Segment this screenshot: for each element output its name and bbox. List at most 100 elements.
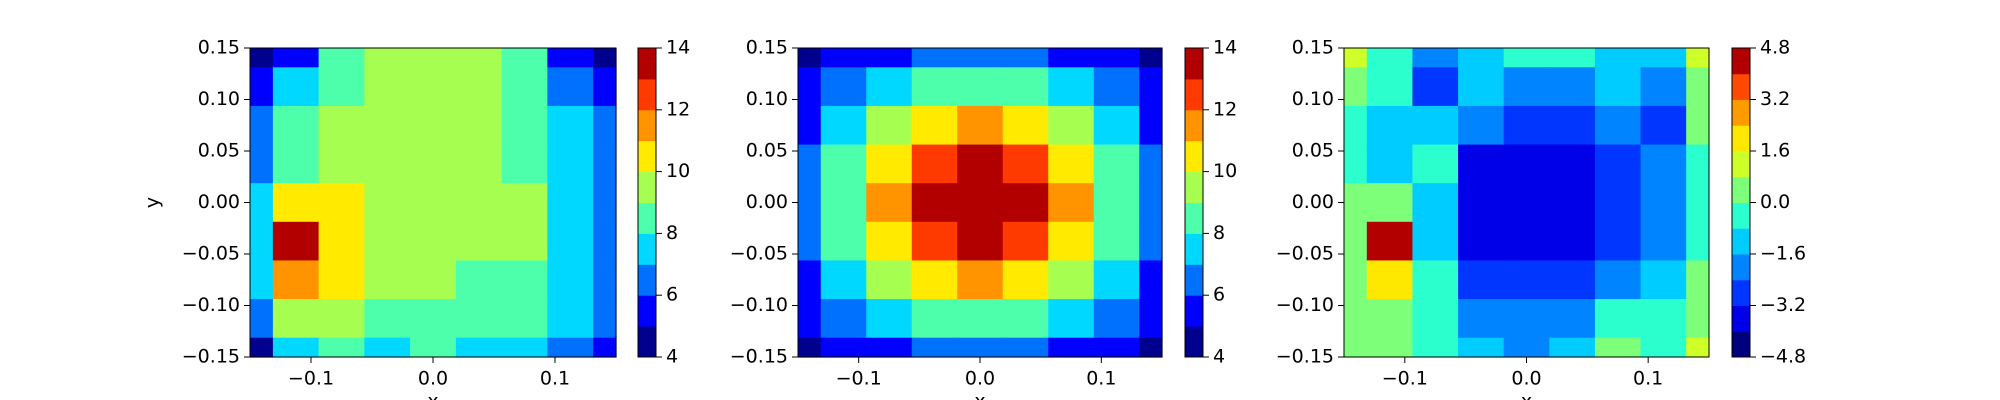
- colorbar-tick-label: 10: [1213, 160, 1237, 182]
- y-tick-label: −0.10: [182, 294, 240, 316]
- contour-cell: [1503, 67, 1550, 107]
- contour-cell: [1549, 144, 1596, 184]
- contour-cell: [866, 260, 913, 300]
- contour-cell: [250, 183, 274, 223]
- contour-cell: [1640, 48, 1687, 68]
- y-tick-label: 0.15: [1292, 37, 1334, 59]
- contour-cell: [1503, 221, 1550, 262]
- colorbar-tick-label: 8: [666, 222, 678, 244]
- colorbar-band: [1732, 151, 1750, 178]
- y-tick-label: −0.10: [730, 294, 788, 316]
- colorbar-tick-label: 12: [666, 98, 690, 120]
- contour-cell: [1549, 183, 1596, 223]
- colorbar-tick-label: −3.2: [1760, 294, 1806, 316]
- contour-cell: [1686, 183, 1710, 223]
- contour-cell: [1686, 299, 1710, 339]
- contour-cell: [1549, 299, 1596, 339]
- contour-cell: [1048, 299, 1095, 339]
- contour-cell: [866, 337, 913, 358]
- contour-cell: [272, 105, 320, 146]
- contour-cell: [866, 221, 913, 262]
- contour-cell: [410, 260, 457, 300]
- contour-cell: [318, 221, 365, 262]
- contour-cell: [1503, 105, 1550, 146]
- colorbar-band: [1185, 264, 1203, 296]
- contour-cell: [820, 144, 867, 184]
- contour-cell: [820, 67, 867, 107]
- colorbar-frame: [1184, 47, 1204, 358]
- contour-cell: [593, 183, 617, 223]
- contour-cell: [250, 48, 274, 68]
- contour-cell: [1458, 67, 1505, 107]
- contour-cell: [1002, 260, 1049, 300]
- contour-cell: [593, 48, 617, 68]
- contour-cell: [250, 144, 274, 184]
- contour-cell: [1640, 260, 1687, 300]
- contour-cell: [957, 183, 1004, 223]
- contour-cell: [798, 48, 822, 68]
- contour-cell: [410, 67, 457, 107]
- contour-cell: [318, 337, 365, 358]
- contour-cell: [1412, 299, 1459, 339]
- contour-cell: [1458, 299, 1505, 339]
- contour-cell: [1503, 337, 1550, 358]
- contour-cell: [1002, 144, 1049, 184]
- contour-cell: [318, 67, 365, 107]
- contour-cell: [911, 260, 958, 300]
- contour-cell: [798, 337, 822, 358]
- contour-cell: [1002, 183, 1049, 223]
- contour-cell: [455, 260, 503, 300]
- colorbar-band: [638, 264, 656, 296]
- x-tick-label: 0.0: [418, 368, 448, 390]
- contour-cell: [364, 105, 411, 146]
- y-tick-label: 0.15: [198, 37, 240, 59]
- contour-cell: [1686, 144, 1710, 184]
- contour-cell: [547, 221, 594, 262]
- contour-cell: [1594, 105, 1642, 146]
- contour-cell: [1686, 221, 1710, 262]
- contour-cell: [501, 105, 548, 146]
- contour-cell: [1458, 183, 1505, 223]
- contour-cell: [1458, 105, 1505, 146]
- contour-cell: [957, 299, 1004, 339]
- contour-cell: [250, 67, 274, 107]
- contour-cell: [318, 299, 365, 339]
- contour-cell: [820, 260, 867, 300]
- contour-cell: [593, 299, 617, 339]
- contour-cell: [410, 144, 457, 184]
- colorbar-band: [638, 326, 656, 358]
- contour-cell: [501, 299, 548, 339]
- colorbar-band: [638, 233, 656, 265]
- y-tick-label: 0.05: [1292, 140, 1334, 162]
- contour-cell: [1503, 260, 1550, 300]
- contour-cell: [501, 48, 548, 68]
- contour-cell: [1594, 337, 1642, 358]
- colorbar-band: [1732, 99, 1750, 126]
- contour-cell: [1549, 221, 1596, 262]
- contour-cell: [1686, 48, 1710, 68]
- contour-cell: [1503, 299, 1550, 339]
- contour-cell: [1458, 48, 1505, 68]
- contour-cell: [1366, 183, 1414, 223]
- colorbar-band: [1185, 109, 1203, 142]
- contour-cell: [1412, 260, 1459, 300]
- contour-cell: [820, 48, 867, 68]
- contour-cell: [1093, 299, 1140, 339]
- contour-cell: [364, 67, 411, 107]
- contour-cell: [1139, 183, 1163, 223]
- contour-cell: [866, 299, 913, 339]
- contour-cell: [1503, 144, 1550, 184]
- contour-cell: [272, 260, 320, 300]
- y-tick-label: −0.15: [1276, 346, 1334, 368]
- colorbar-tick-label: 14: [1213, 37, 1237, 59]
- colorbar-band: [1732, 176, 1750, 203]
- contour-cell: [1640, 144, 1687, 184]
- contour-cell: [547, 105, 594, 146]
- contour-cell: [957, 105, 1004, 146]
- contour-cell: [593, 67, 617, 107]
- contour-cell: [1594, 299, 1642, 339]
- contour-cell: [957, 144, 1004, 184]
- contour-cell: [547, 144, 594, 184]
- contour-cell: [250, 260, 274, 300]
- contour-cell: [593, 105, 617, 146]
